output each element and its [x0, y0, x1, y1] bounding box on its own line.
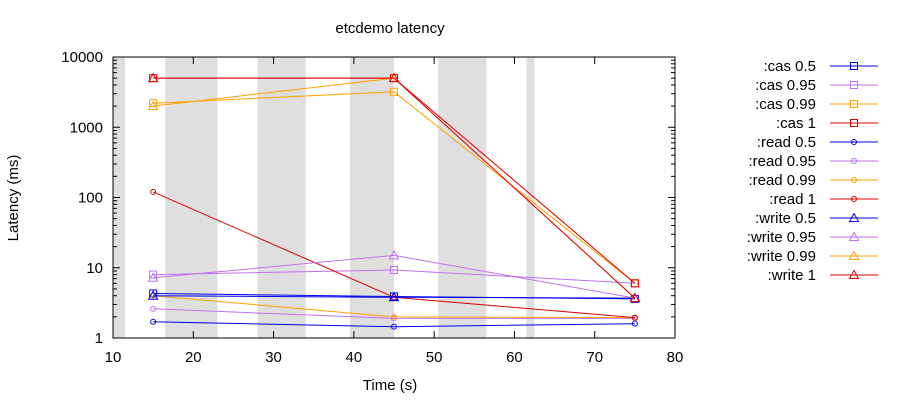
legend-marker — [848, 269, 860, 279]
y-axis-title: Latency (ms) — [5, 155, 22, 242]
x-axis-title: Time (s) — [363, 377, 417, 394]
x-tick-label: 70 — [586, 349, 603, 366]
legend-marker — [850, 100, 858, 108]
data-point — [149, 289, 158, 298]
nemesis-band — [438, 57, 487, 338]
legend-item: :write 0.99 — [747, 248, 878, 265]
legend-label: :cas 0.5 — [763, 58, 816, 75]
y-tick-label: 100 — [78, 190, 103, 207]
chart-title: etcdemo latency — [335, 20, 445, 37]
legend-item: :cas 0.95 — [755, 77, 878, 94]
data-point — [150, 188, 157, 195]
x-tick-label: 60 — [506, 349, 523, 366]
legend-label: :cas 0.99 — [755, 96, 816, 113]
legend-label: :write 0.95 — [747, 229, 816, 246]
legend-marker — [848, 250, 860, 260]
legend: :cas 0.5 :cas 0.95 :cas 0.99 :cas 1 :read 0.… — [747, 58, 878, 284]
data-point — [630, 279, 639, 288]
y-tick-label: 10000 — [61, 49, 103, 66]
legend-item: :read 1 — [769, 191, 878, 208]
x-tick-label: 40 — [346, 349, 363, 366]
data-point — [631, 314, 638, 321]
legend-marker — [851, 196, 857, 202]
nemesis-band — [257, 57, 306, 338]
data-point — [391, 313, 397, 320]
series-line — [153, 91, 636, 284]
x-tick-label: 10 — [105, 349, 122, 366]
data-point — [147, 100, 159, 111]
y-tick-label: 1000 — [70, 119, 103, 136]
legend-label: :read 1 — [769, 191, 816, 208]
data-point — [149, 99, 158, 108]
legend-item: :write 0.5 — [755, 210, 878, 227]
x-tick-label: 20 — [185, 349, 202, 366]
data-point — [629, 292, 641, 303]
legend-item: :read 0.95 — [748, 153, 878, 170]
legend-item: :cas 1 — [776, 115, 878, 132]
legend-label: :read 0.95 — [748, 153, 816, 170]
data-point — [388, 249, 400, 260]
data-point — [150, 318, 157, 325]
legend-label: :cas 1 — [776, 115, 816, 132]
legend-marker — [850, 62, 858, 70]
data-point — [147, 72, 159, 83]
legend-item: :write 1 — [768, 267, 878, 284]
series-line — [153, 269, 635, 284]
legend-label: :read 0.5 — [757, 134, 816, 151]
series-line — [153, 295, 635, 299]
nemesis-bands — [113, 57, 535, 338]
legend-marker — [848, 231, 860, 241]
legend-item: :write 0.95 — [747, 229, 878, 246]
nemesis-band — [526, 57, 535, 338]
y-tick-label: 1 — [95, 330, 103, 347]
legend-marker — [848, 212, 860, 222]
legend-label: :write 0.99 — [747, 248, 816, 265]
y-tick-label: 10 — [86, 260, 103, 277]
legend-item: :read 0.99 — [748, 172, 878, 189]
data-point — [147, 272, 159, 282]
data-point — [150, 305, 157, 312]
data-point — [388, 72, 400, 83]
series-12 — [147, 72, 641, 303]
legend-label: :read 0.99 — [748, 172, 816, 189]
nemesis-band — [349, 57, 394, 338]
legend-label: :cas 0.95 — [755, 77, 816, 94]
x-tick-label: 80 — [667, 349, 684, 366]
legend-item: :read 0.5 — [757, 134, 878, 151]
legend-marker — [851, 158, 857, 164]
series-5 — [150, 318, 638, 330]
series-line — [153, 295, 635, 319]
x-tick-label: 30 — [265, 349, 282, 366]
legend-marker — [851, 139, 857, 145]
legend-label: :write 1 — [768, 267, 816, 284]
legend-marker — [851, 177, 857, 183]
x-tick-label: 50 — [426, 349, 443, 366]
legend-label: :write 0.5 — [755, 210, 816, 227]
series-layer — [147, 72, 641, 330]
data-point — [388, 291, 400, 302]
data-point — [390, 265, 398, 274]
data-point — [390, 87, 398, 96]
data-point — [147, 290, 159, 300]
legend-marker — [850, 119, 858, 127]
legend-marker — [850, 81, 858, 89]
series-line — [153, 77, 636, 299]
series-line — [153, 254, 635, 299]
legend-item: :cas 0.99 — [755, 96, 878, 113]
series-line — [153, 321, 635, 328]
legend-item: :cas 0.5 — [763, 58, 878, 75]
data-point — [391, 323, 397, 330]
series-line — [153, 308, 635, 319]
